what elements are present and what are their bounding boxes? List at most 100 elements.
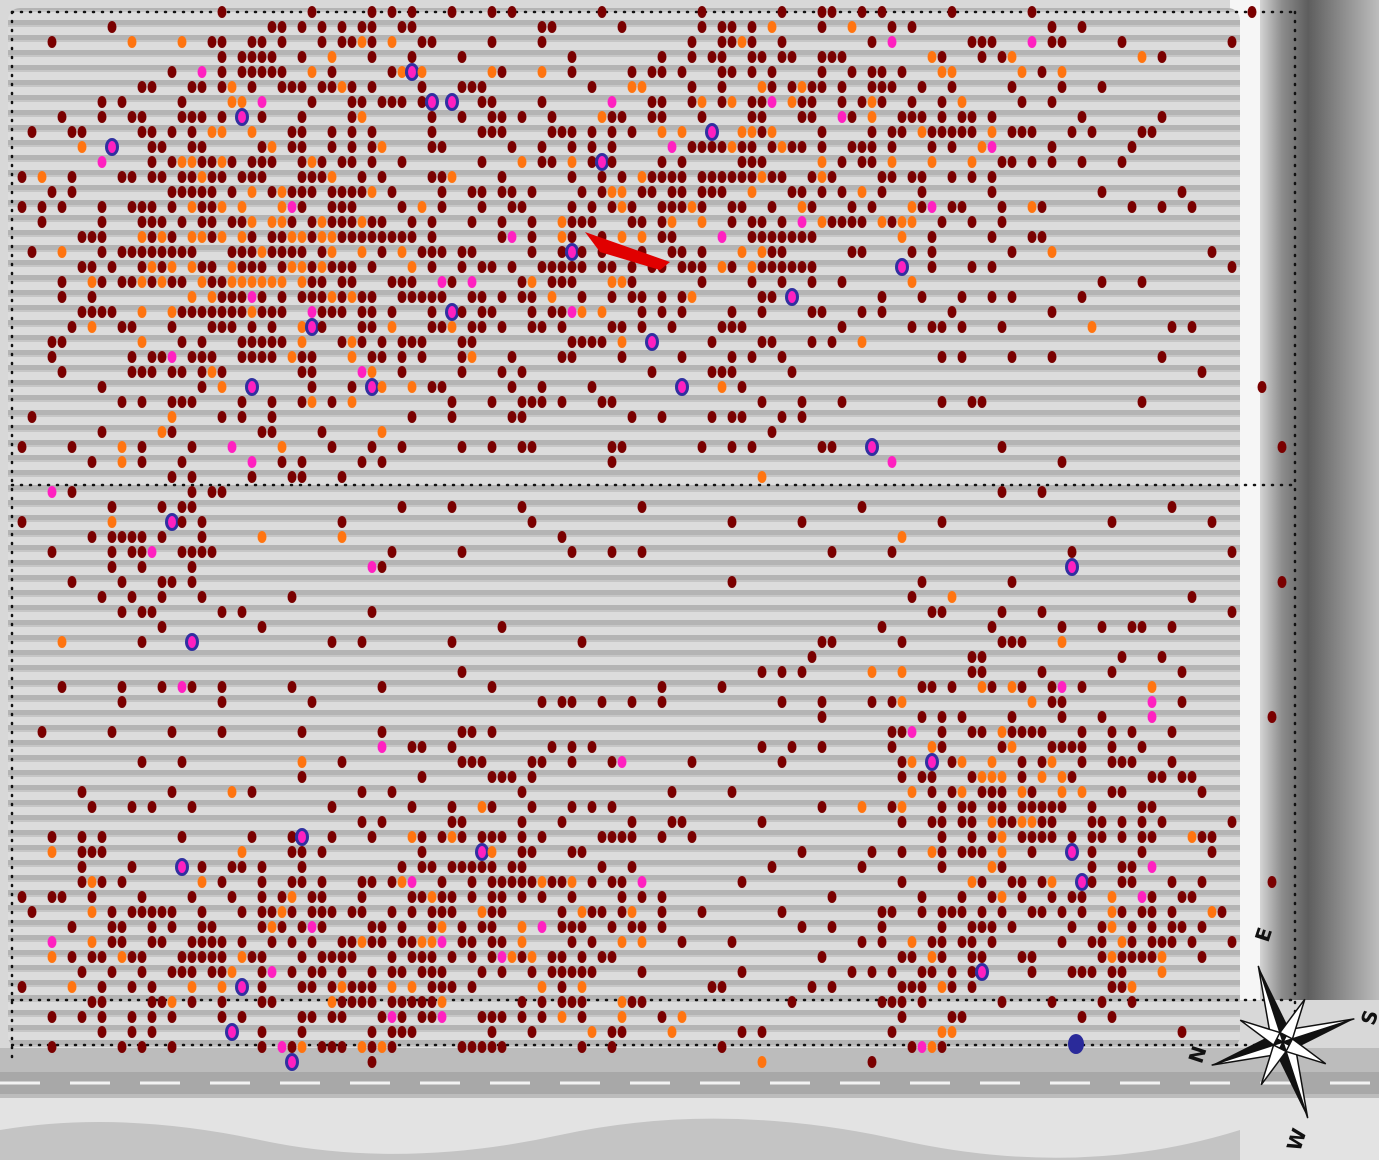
marker: [218, 201, 227, 213]
marker: [138, 396, 147, 408]
marker: [898, 111, 907, 123]
marker: [928, 786, 937, 798]
marker: [558, 126, 567, 138]
marker: [188, 951, 197, 963]
marker: [1178, 921, 1187, 933]
marker: [708, 171, 717, 183]
marker: [258, 111, 267, 123]
marker: [378, 456, 387, 468]
marker: [578, 336, 587, 348]
marker: [418, 351, 427, 363]
marker: [388, 876, 397, 888]
marker: [568, 891, 577, 903]
marker: [818, 66, 827, 78]
marker: [1198, 366, 1207, 378]
marker: [118, 96, 127, 108]
marker: [618, 891, 627, 903]
marker: [318, 966, 327, 978]
marker: [858, 861, 867, 873]
marker: [238, 96, 247, 108]
marker: [258, 876, 267, 888]
marker: [168, 411, 177, 423]
marker: [668, 321, 677, 333]
marker: [558, 696, 567, 708]
marker: [278, 306, 287, 318]
marker: [358, 636, 367, 648]
marker: [108, 501, 117, 513]
marker: [808, 276, 817, 288]
marker: [628, 816, 637, 828]
marker: [998, 636, 1007, 648]
marker: [438, 201, 447, 213]
marker: [1098, 186, 1107, 198]
marker: [1138, 906, 1147, 918]
marker: [558, 921, 567, 933]
marker: [178, 306, 187, 318]
marker: [878, 291, 887, 303]
marker: [1038, 906, 1047, 918]
marker: [138, 561, 147, 573]
marker: [558, 1011, 567, 1023]
marker: [768, 141, 777, 153]
marker: [158, 426, 167, 438]
marker: [838, 216, 847, 228]
marker: [988, 771, 997, 783]
marker: [318, 246, 327, 258]
marker: [608, 456, 617, 468]
marker: [1018, 756, 1027, 768]
marker: [928, 126, 937, 138]
marker: [98, 981, 107, 993]
marker: [968, 801, 977, 813]
marker: [148, 606, 157, 618]
marker: [268, 156, 277, 168]
marker: [668, 201, 677, 213]
marker: [1138, 126, 1147, 138]
marker: [868, 441, 876, 453]
marker: [138, 126, 147, 138]
marker: [498, 1041, 507, 1053]
marker: [868, 1056, 877, 1068]
marker: [578, 636, 587, 648]
marker: [238, 351, 247, 363]
marker: [538, 981, 547, 993]
marker: [348, 396, 357, 408]
marker: [108, 546, 117, 558]
marker: [768, 861, 777, 873]
marker: [338, 1011, 347, 1023]
marker: [548, 951, 557, 963]
marker: [218, 6, 227, 18]
marker: [288, 81, 297, 93]
marker: [528, 516, 537, 528]
marker: [518, 936, 527, 948]
marker: [248, 471, 257, 483]
marker: [848, 246, 857, 258]
marker: [938, 831, 947, 843]
marker: [678, 306, 687, 318]
marker: [118, 951, 127, 963]
marker: [928, 231, 937, 243]
marker: [48, 846, 57, 858]
marker: [268, 216, 277, 228]
marker: [1208, 846, 1217, 858]
marker: [178, 336, 187, 348]
marker: [1018, 96, 1027, 108]
marker: [728, 96, 737, 108]
marker: [738, 246, 747, 258]
marker: [518, 816, 527, 828]
marker: [698, 111, 707, 123]
marker: [318, 951, 327, 963]
marker: [458, 51, 467, 63]
marker: [938, 801, 947, 813]
marker: [958, 321, 967, 333]
marker: [268, 921, 277, 933]
marker: [348, 276, 357, 288]
marker: [368, 351, 377, 363]
marker: [798, 231, 807, 243]
marker: [338, 276, 347, 288]
marker: [368, 51, 377, 63]
marker: [868, 141, 877, 153]
marker: [358, 936, 367, 948]
marker: [88, 231, 97, 243]
marker: [318, 891, 327, 903]
marker: [188, 186, 197, 198]
